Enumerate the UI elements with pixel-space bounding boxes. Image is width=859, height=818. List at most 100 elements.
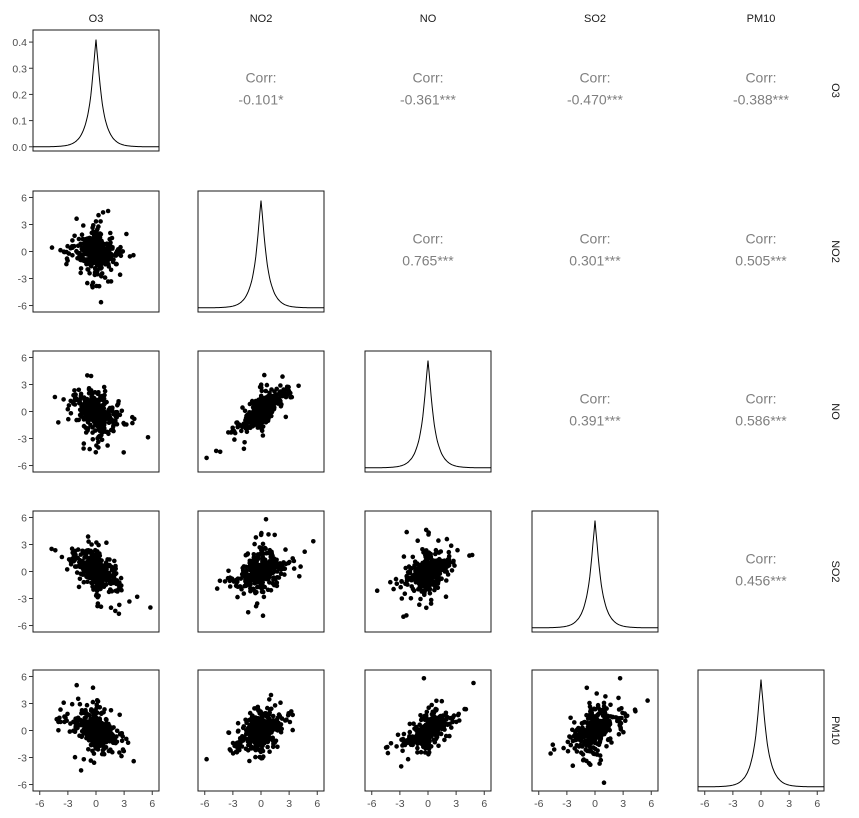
scatter-points-no-no2 bbox=[204, 372, 301, 461]
density-panel-pm10-pm10 bbox=[697, 669, 825, 792]
scatter-point bbox=[78, 391, 84, 397]
scatter-point bbox=[89, 707, 94, 712]
scatter-point bbox=[443, 733, 449, 739]
scatter-point bbox=[85, 561, 90, 566]
y-tick-label: 6 bbox=[21, 192, 27, 204]
scatter-point bbox=[227, 584, 233, 589]
scatter-point bbox=[119, 249, 125, 254]
scatter-point bbox=[263, 517, 269, 522]
scatter-point bbox=[591, 706, 597, 712]
scatter-point bbox=[119, 753, 124, 759]
x-tick-label: 6 bbox=[814, 798, 820, 810]
scatter-point bbox=[577, 734, 583, 740]
scatter-point bbox=[91, 410, 97, 416]
scatter-point bbox=[108, 605, 114, 610]
scatter-point bbox=[436, 743, 441, 749]
scatter-point bbox=[632, 707, 638, 712]
scatter-point bbox=[448, 543, 454, 548]
scatter-point bbox=[584, 743, 590, 748]
scatter-point bbox=[290, 712, 296, 718]
scatter-point bbox=[259, 575, 265, 581]
scatter-point bbox=[584, 712, 589, 718]
scatter-point bbox=[88, 721, 93, 727]
scatter-point bbox=[98, 259, 104, 265]
scatter-point bbox=[275, 564, 281, 570]
scatter-point bbox=[79, 232, 85, 237]
scatter-point bbox=[242, 440, 247, 445]
scatter-point bbox=[429, 702, 435, 708]
scatter-point bbox=[96, 439, 101, 445]
scatter-point bbox=[451, 713, 457, 718]
y-tick-label: 0 bbox=[21, 247, 27, 259]
scatter-point bbox=[71, 401, 76, 407]
scatter-point bbox=[234, 583, 240, 589]
scatter-point bbox=[427, 733, 432, 739]
corr-value-no2-pm10: 0.505*** bbox=[735, 253, 787, 269]
scatter-point bbox=[226, 730, 232, 736]
scatter-point bbox=[94, 228, 99, 234]
scatter-point bbox=[597, 761, 602, 766]
scatter-point bbox=[432, 587, 437, 593]
corr-label-no-pm10: Corr: bbox=[745, 391, 776, 407]
scatter-point bbox=[94, 702, 99, 707]
scatter-point bbox=[248, 425, 253, 431]
y-tick-label: 0 bbox=[21, 726, 27, 738]
scatter-point bbox=[52, 394, 58, 400]
scatter-point bbox=[445, 557, 451, 562]
scatter-point bbox=[97, 265, 102, 271]
scatter-point bbox=[97, 246, 102, 252]
scatter-point bbox=[439, 698, 445, 704]
column-strip-label-so2: SO2 bbox=[584, 13, 606, 25]
y-tick-label: 0 bbox=[21, 567, 27, 579]
scatter-point bbox=[107, 241, 113, 247]
scatter-point bbox=[275, 744, 280, 750]
scatter-point bbox=[100, 420, 106, 426]
scatter-point bbox=[438, 731, 444, 737]
scatter-point bbox=[65, 243, 70, 249]
scatter-point bbox=[583, 747, 589, 752]
x-tick-label: 6 bbox=[149, 798, 155, 810]
scatter-point bbox=[432, 739, 438, 745]
scatter-point bbox=[281, 391, 287, 397]
scatter-point bbox=[402, 591, 408, 596]
scatter-point bbox=[391, 586, 396, 592]
scatter-point bbox=[65, 711, 70, 717]
scatter-point bbox=[101, 384, 107, 390]
scatter-points-so2-o3 bbox=[49, 534, 153, 617]
y-tick-label: 6 bbox=[21, 671, 27, 683]
scatter-point bbox=[107, 236, 112, 242]
scatter-point bbox=[213, 448, 219, 454]
scatter-point bbox=[93, 418, 99, 424]
scatter-point bbox=[110, 740, 116, 746]
scatter-point bbox=[258, 401, 264, 407]
scatter-point bbox=[588, 722, 594, 727]
scatter-point bbox=[83, 430, 89, 435]
scatter-point bbox=[97, 553, 103, 559]
scatter-point bbox=[204, 756, 209, 762]
scatter-point bbox=[93, 723, 98, 728]
scatter-point bbox=[311, 539, 316, 544]
scatter-point bbox=[240, 734, 245, 739]
scatter-point bbox=[428, 601, 434, 606]
scatter-point bbox=[260, 729, 265, 735]
scatter-point bbox=[101, 584, 107, 589]
scatter-point bbox=[606, 737, 611, 742]
scatter-point bbox=[245, 417, 250, 422]
scatter-point bbox=[134, 594, 140, 600]
y-tick-label: -6 bbox=[18, 780, 27, 792]
scatter-point bbox=[75, 250, 80, 255]
scatter-point bbox=[435, 585, 441, 591]
row-strip-label-pm10: PM10 bbox=[829, 716, 841, 745]
scatter-point bbox=[282, 387, 288, 393]
scatter-point bbox=[444, 578, 449, 583]
scatter-point bbox=[72, 388, 77, 393]
scatter-point bbox=[581, 735, 587, 740]
scatter-point bbox=[85, 267, 90, 272]
scatter-point bbox=[103, 251, 108, 257]
scatter-point bbox=[98, 219, 103, 224]
scatter-point bbox=[81, 441, 87, 446]
scatter-point bbox=[592, 746, 598, 752]
scatter-point bbox=[261, 594, 267, 600]
scatter-point bbox=[594, 752, 600, 757]
scatter-point bbox=[243, 421, 248, 427]
